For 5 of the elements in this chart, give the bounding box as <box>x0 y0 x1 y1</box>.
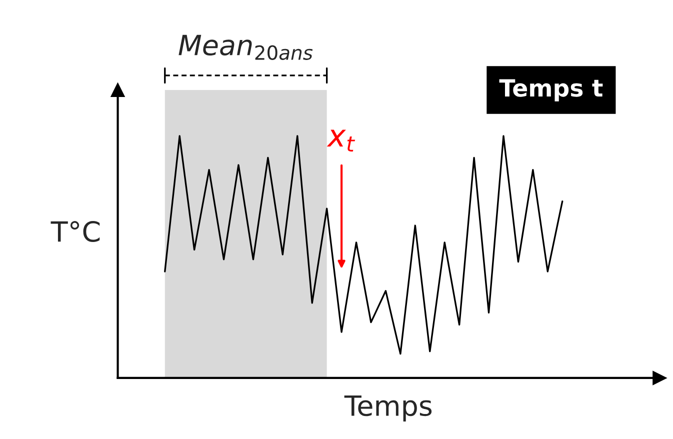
text: Mean$_{20ans}$ <box>178 34 313 60</box>
x-axis-title: Temps <box>344 396 432 422</box>
y-axis-title: T°C <box>50 221 100 242</box>
annotation: x$_{t}$ <box>326 130 356 152</box>
text: Temps t <box>499 79 603 102</box>
